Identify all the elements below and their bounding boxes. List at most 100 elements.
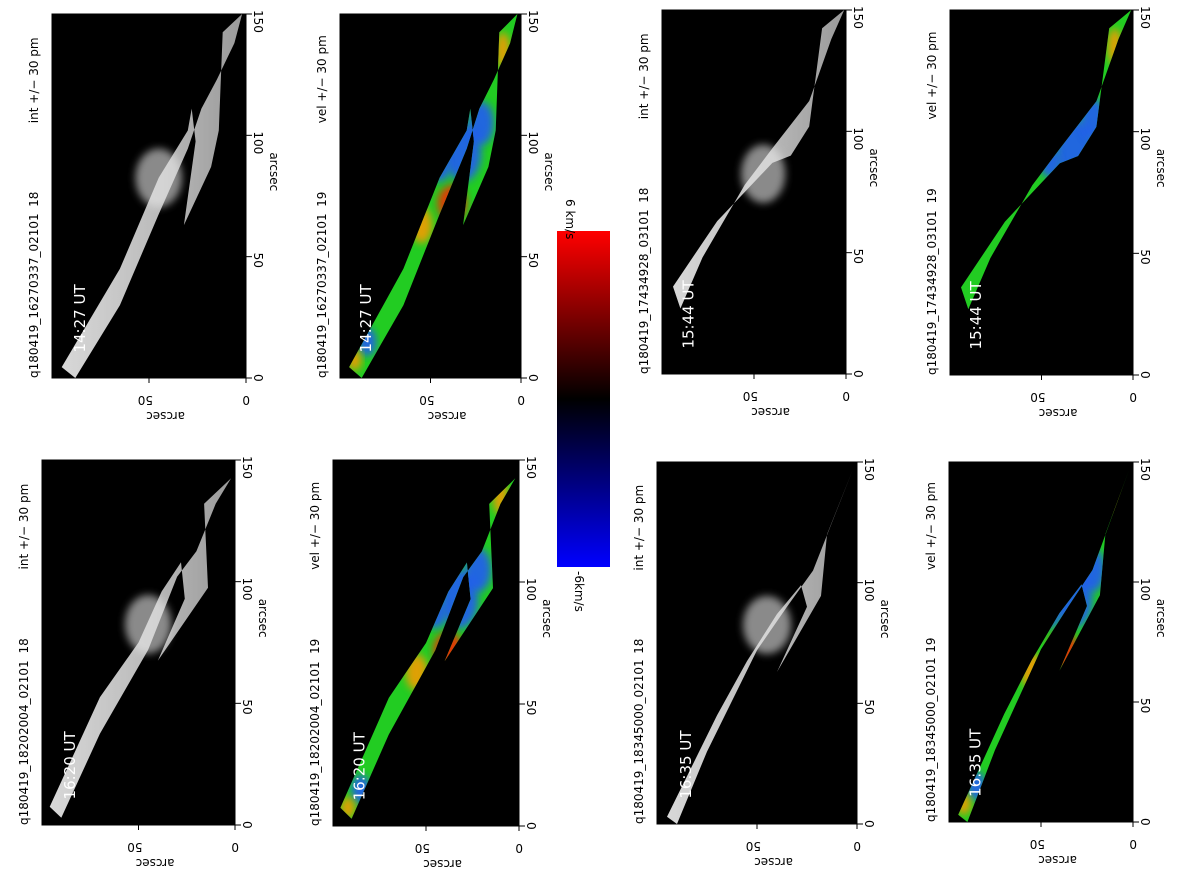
y-tick-label: 0 bbox=[853, 839, 861, 853]
x-tick-label: 50 bbox=[1138, 698, 1152, 713]
time-stamp: 14:27 UT bbox=[357, 284, 375, 353]
range-label: vel +/− 30 pm bbox=[924, 482, 938, 570]
panel-vel-6: 0 50 100 150 arcsec 0 50 arcsec q180419_18202004… bbox=[308, 456, 554, 870]
x-tick-label: 100 bbox=[1138, 128, 1152, 151]
x-axis-label: arcsec bbox=[267, 152, 281, 191]
file-label: q180419_17434928_03101 bbox=[637, 209, 651, 374]
x-tick-label: 150 bbox=[862, 458, 876, 481]
x-tick-label: 0 bbox=[524, 822, 538, 830]
x-tick-label: 0 bbox=[1138, 818, 1152, 826]
file-label: q180419_16270337_02101 bbox=[27, 213, 41, 378]
colorbar-min-label: -6km/s bbox=[572, 571, 586, 612]
x-tick-label: 50 bbox=[524, 700, 538, 715]
y-axis-label: arcsec bbox=[146, 409, 185, 423]
y-tick-label: 50 bbox=[127, 840, 142, 854]
y-tick-label: 0 bbox=[842, 389, 850, 403]
y-tick-label: 50 bbox=[138, 393, 153, 407]
time-stamp: 16:20 UT bbox=[61, 730, 79, 799]
y-axis-label: arcsec bbox=[751, 405, 790, 419]
x-tick-label: 100 bbox=[862, 579, 876, 602]
x-tick-label: 100 bbox=[524, 578, 538, 601]
x-tick-label: 0 bbox=[240, 821, 254, 829]
y-tick-label: 0 bbox=[242, 393, 250, 407]
feature bbox=[667, 469, 853, 824]
feature bbox=[61, 14, 243, 378]
velocity-feature bbox=[349, 14, 518, 378]
time-stamp: 16:35 UT bbox=[677, 730, 695, 799]
index-label: 18 bbox=[637, 188, 651, 203]
panel-int-7: 0 50 100 150 arcsec 0 50 arcsec q180419_18345000… bbox=[632, 458, 892, 869]
index-label: 19 bbox=[308, 639, 322, 654]
x-tick-label: 100 bbox=[240, 578, 254, 601]
y-tick-label: 0 bbox=[231, 840, 239, 854]
x-tick-label: 100 bbox=[851, 127, 865, 150]
x-tick-label: 50 bbox=[862, 699, 876, 714]
velocity-feature bbox=[958, 469, 1130, 822]
x-axis-label: arcsec bbox=[540, 599, 554, 638]
panel-int-5: 0 50 100 150 arcsec 0 50 arcsec q180419_18202004… bbox=[17, 456, 270, 870]
index-label: 18 bbox=[632, 639, 646, 654]
range-label: int +/− 30 pm bbox=[632, 485, 646, 571]
y-tick-label: 50 bbox=[415, 841, 430, 855]
x-axis-label: arcsec bbox=[1154, 149, 1168, 188]
x-tick-label: 150 bbox=[851, 6, 865, 29]
range-label: int +/− 30 pm bbox=[17, 484, 31, 570]
x-tick-label: 150 bbox=[524, 456, 538, 479]
x-tick-label: 0 bbox=[251, 374, 265, 382]
panel-int-1: 0 50 100 150 arcsec 0 50 arcsec q180419_16270337… bbox=[27, 10, 281, 423]
image-area bbox=[949, 9, 1134, 376]
index-label: 18 bbox=[17, 638, 31, 653]
y-axis-label: arcsec bbox=[428, 409, 467, 423]
colorbar: 6 km/s -6km/s bbox=[557, 199, 610, 612]
range-label: int +/− 30 pm bbox=[637, 33, 651, 119]
y-tick-label: 0 bbox=[515, 841, 523, 855]
y-tick-label: 0 bbox=[517, 393, 525, 407]
intensity-feature bbox=[673, 10, 845, 309]
x-tick-label: 50 bbox=[251, 253, 265, 268]
x-axis-label: arcsec bbox=[867, 148, 881, 187]
bright-core bbox=[741, 144, 786, 203]
image-area bbox=[948, 461, 1134, 823]
y-tick-label: 50 bbox=[1030, 390, 1045, 404]
x-tick-label: 0 bbox=[526, 374, 540, 382]
x-tick-label: 100 bbox=[251, 131, 265, 154]
x-tick-label: 0 bbox=[851, 370, 865, 378]
x-tick-label: 150 bbox=[526, 10, 540, 33]
time-stamp: 16:35 UT bbox=[966, 728, 984, 797]
feature bbox=[49, 478, 232, 818]
bright-core bbox=[135, 148, 182, 207]
y-tick-label: 50 bbox=[743, 389, 758, 403]
panel-vel-8: 0 50 100 150 arcsec 0 50 arcsec q180419_18345000… bbox=[924, 458, 1168, 867]
file-label: q180419_18345000_02101 bbox=[924, 657, 938, 822]
x-tick-label: 150 bbox=[251, 10, 265, 33]
x-tick-label: 150 bbox=[1138, 6, 1152, 29]
index-label: 19 bbox=[315, 192, 329, 207]
image-area bbox=[339, 13, 522, 379]
x-tick-label: 150 bbox=[240, 456, 254, 479]
y-axis-label: arcsec bbox=[1039, 406, 1078, 420]
index-label: 19 bbox=[924, 638, 938, 653]
y-tick-label: 0 bbox=[1129, 837, 1137, 851]
y-axis-label: arcsec bbox=[423, 857, 462, 870]
colorbar-max-label: 6 km/s bbox=[563, 199, 577, 239]
x-axis-label: arcsec bbox=[1154, 599, 1168, 638]
file-label: q180419_16270337_02101 bbox=[315, 213, 329, 378]
file-label: q180419_18202004_02101 bbox=[17, 660, 31, 825]
panel-vel-2: 0 50 100 150 arcsec 0 50 arcsec q180419_16270337… bbox=[315, 10, 556, 423]
y-axis-label: arcsec bbox=[1038, 853, 1077, 867]
y-tick-label: 50 bbox=[419, 393, 434, 407]
panel-int-3: 0 50 100 150 arcsec 0 50 arcsec q180419_17434928… bbox=[637, 6, 881, 419]
time-stamp: 16:20 UT bbox=[351, 731, 369, 800]
x-tick-label: 100 bbox=[526, 131, 540, 154]
y-tick-label: 50 bbox=[746, 839, 761, 853]
range-label: vel +/− 30 pm bbox=[308, 482, 322, 570]
panel-vel-4: 0 50 100 150 arcsec 0 50 arcsec q180419_17434928… bbox=[925, 6, 1168, 420]
index-label: 18 bbox=[27, 192, 41, 207]
time-stamp: 15:44 UT bbox=[967, 280, 985, 349]
file-label: q180419_18202004_02101 bbox=[308, 661, 322, 826]
x-tick-label: 50 bbox=[1138, 249, 1152, 264]
x-tick-label: 150 bbox=[1138, 458, 1152, 481]
intensity-feature bbox=[667, 469, 853, 824]
x-axis-label: arcsec bbox=[878, 600, 892, 639]
